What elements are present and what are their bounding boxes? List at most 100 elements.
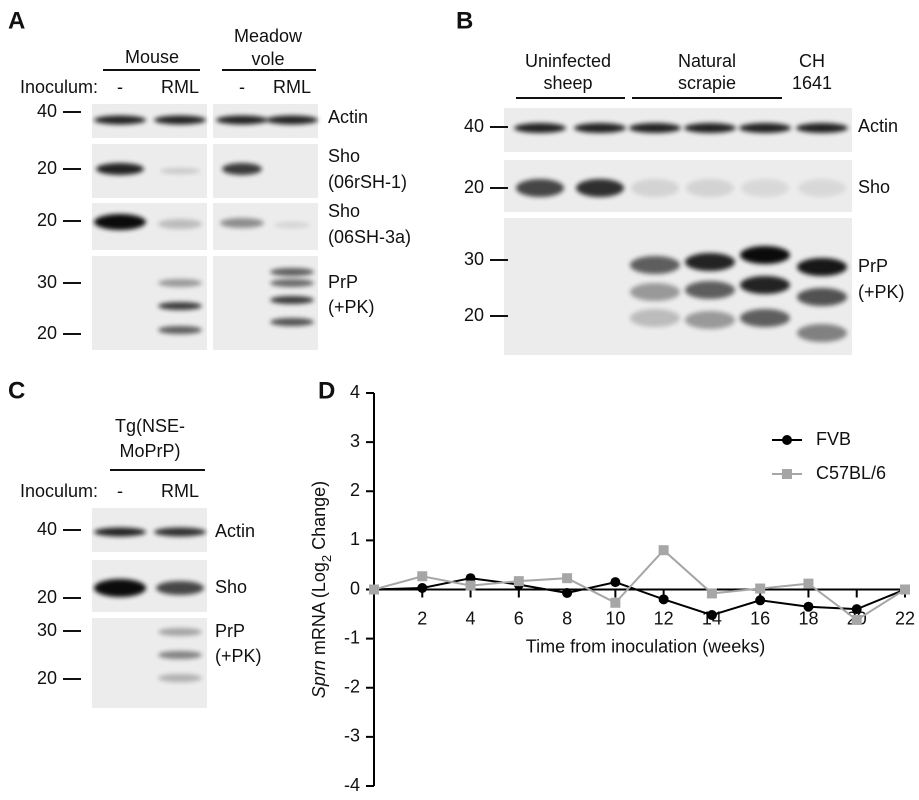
- y-axis-title-part: mRNA (Log: [309, 562, 329, 660]
- lane-label: -: [117, 481, 123, 501]
- band: [216, 115, 268, 125]
- band: [685, 281, 735, 299]
- band: [686, 179, 734, 197]
- band: [797, 288, 847, 306]
- size-marker: 20: [37, 587, 57, 607]
- y-axis-title: Sprn mRNA (Log2 Change): [309, 481, 334, 698]
- size-marker: 20: [37, 158, 57, 178]
- group-label: MoPrP): [119, 441, 180, 461]
- group-label: Mouse: [125, 47, 179, 67]
- size-marker: 40: [37, 519, 57, 539]
- x-tick-label: 12: [654, 608, 674, 628]
- band: [514, 123, 566, 133]
- group-label: vole: [251, 49, 284, 69]
- band: [740, 246, 790, 264]
- y-axis-title-part: Change): [309, 481, 329, 555]
- band: [158, 279, 202, 287]
- band: [684, 123, 736, 133]
- y-tick-label: 3: [350, 431, 360, 451]
- lane-label: RML: [161, 77, 199, 97]
- lane-label: RML: [161, 481, 199, 501]
- point: [610, 577, 621, 588]
- band: [158, 302, 202, 310]
- inoculum-label: Inoculum:: [20, 77, 98, 97]
- blot-label: (+PK): [215, 646, 262, 666]
- band: [222, 163, 262, 175]
- band: [94, 579, 146, 597]
- group-label: Natural: [678, 51, 736, 71]
- band: [270, 296, 314, 304]
- point: [513, 576, 524, 587]
- blot-label: (06rSH-1): [328, 172, 407, 192]
- band: [158, 674, 202, 682]
- band: [631, 179, 679, 197]
- size-marker: 40: [464, 116, 484, 136]
- group-label: scrapie: [678, 73, 736, 93]
- band: [220, 218, 264, 228]
- band: [158, 651, 202, 659]
- band: [740, 276, 790, 294]
- point: [417, 583, 428, 594]
- band: [630, 256, 680, 274]
- x-tick-label: 10: [605, 608, 625, 628]
- blot-label: Actin: [328, 107, 368, 127]
- panel-label: C: [8, 377, 25, 404]
- group-label: CH: [799, 51, 825, 71]
- y-axis-title-part: 2: [319, 555, 334, 562]
- size-marker: 30: [464, 249, 484, 269]
- size-marker: 40: [37, 101, 57, 121]
- y-tick-label: -2: [344, 677, 360, 697]
- band: [96, 163, 144, 175]
- group-label: sheep: [543, 73, 592, 93]
- band: [741, 179, 789, 197]
- blot-label: Sho: [328, 146, 360, 166]
- point: [610, 597, 621, 608]
- band: [630, 283, 680, 301]
- band: [158, 219, 202, 229]
- band: [796, 123, 848, 133]
- point: [851, 604, 862, 615]
- blot-label: Sho: [215, 577, 247, 597]
- y-axis-title-part: Sprn: [309, 660, 329, 698]
- band: [270, 318, 314, 326]
- group-label: Uninfected: [525, 51, 611, 71]
- group-label: Tg(NSE-: [115, 416, 185, 436]
- group-label: 1641: [792, 73, 832, 93]
- lane-label: -: [239, 77, 245, 97]
- x-tick-label: 18: [798, 608, 818, 628]
- point: [755, 583, 766, 594]
- band: [270, 268, 314, 276]
- band: [154, 527, 206, 537]
- size-marker: 20: [464, 177, 484, 197]
- point: [658, 545, 669, 556]
- point: [706, 588, 717, 599]
- y-tick-label: 4: [350, 382, 360, 402]
- inoculum-label: Inoculum:: [20, 481, 98, 501]
- panel-label: A: [8, 7, 25, 34]
- blot-label: (+PK): [858, 282, 905, 302]
- band: [629, 123, 681, 133]
- point: [803, 578, 814, 589]
- y-tick-label: -4: [344, 775, 360, 795]
- band: [685, 253, 735, 271]
- size-marker: 30: [37, 272, 57, 292]
- band: [630, 309, 680, 327]
- point: [900, 584, 910, 595]
- x-tick-label: 16: [750, 608, 770, 628]
- band: [740, 309, 790, 327]
- group-label: Meadow: [234, 26, 303, 46]
- band: [516, 179, 564, 197]
- series-line: [373, 577, 906, 617]
- lane-label: -: [117, 77, 123, 97]
- blot-label: Actin: [858, 116, 898, 136]
- y-tick-label: 1: [350, 529, 360, 549]
- panel-label: D: [318, 377, 335, 404]
- y-tick-label: 2: [350, 480, 360, 500]
- legend-label: C57BL/6: [816, 463, 886, 483]
- x-tick-label: 8: [562, 608, 572, 628]
- point: [562, 573, 573, 584]
- point: [417, 571, 428, 582]
- point: [803, 601, 814, 612]
- band: [94, 527, 146, 537]
